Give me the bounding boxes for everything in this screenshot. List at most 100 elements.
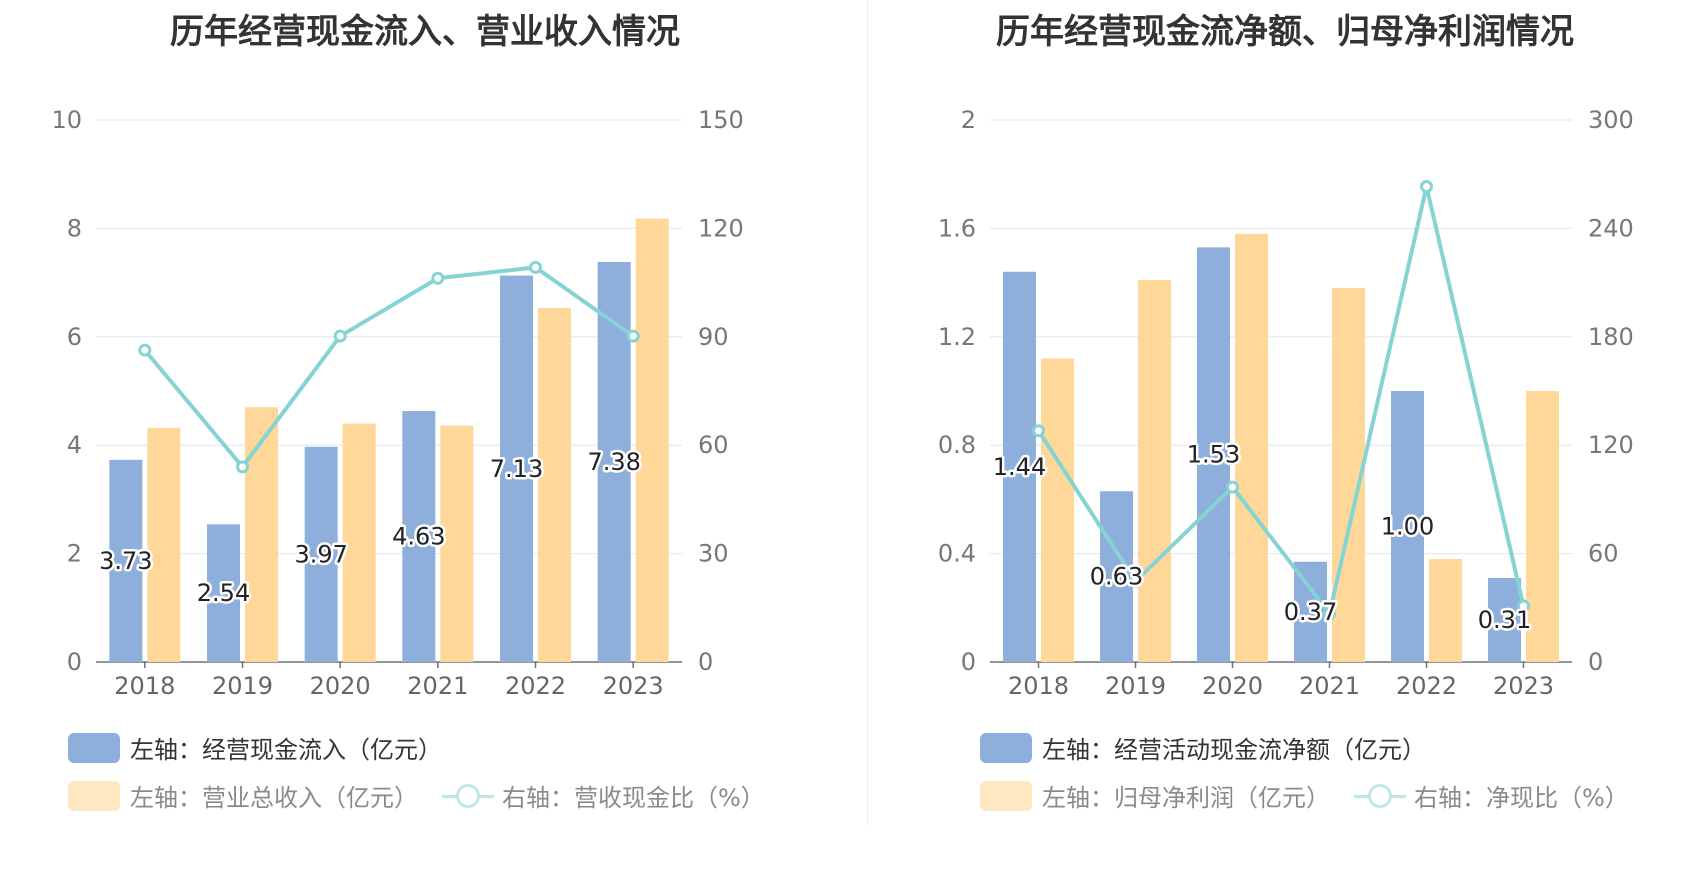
x-axis-tick-label: 2019	[212, 672, 273, 700]
x-axis-tick-label: 2020	[310, 672, 371, 700]
right-axis-tick-label: 90	[698, 323, 729, 351]
bar-primary	[1294, 561, 1327, 662]
left-axis-tick-label: 4	[67, 431, 82, 459]
bar-value-label: 0.63	[1090, 563, 1143, 591]
legend-swatch-bar-icon	[980, 732, 1032, 763]
left-axis-tick-label: 2	[961, 106, 976, 134]
ratio-point	[236, 460, 249, 474]
left-axis-tick-label: 6	[67, 323, 82, 351]
left-axis-tick-label: 0	[67, 648, 82, 676]
x-axis-tick-label: 2023	[1493, 672, 1554, 700]
left-axis-tick-label: 1.6	[938, 214, 976, 242]
bar-value-label: 7.38	[587, 448, 640, 476]
legend-label: 左轴：营业总收入（亿元）	[130, 784, 418, 812]
x-axis-tick-label: 2022	[1396, 672, 1457, 700]
legend-label: 右轴：营收现金比（%）	[502, 784, 765, 812]
bar-value-label: 0.31	[1478, 606, 1531, 634]
bar-value-label: 3.73	[99, 547, 152, 575]
ratio-point	[1420, 179, 1433, 193]
right-chart-panel: 历年经营现金流净额、归母净利润情况 0 0 0.4 60 0.8 120 1.2 180 1.6…	[850, 0, 1700, 874]
bar-primary	[304, 446, 338, 662]
bar-primary	[402, 411, 436, 662]
bar-secondary	[1138, 279, 1171, 662]
left-axis-tick-label: 0	[961, 648, 976, 676]
legend-item-net-cash-flow[interactable]: 左轴：经营活动现金流净额（亿元）	[980, 730, 1426, 765]
x-axis-tick-label: 2018	[1008, 672, 1069, 700]
legend-item-net-profit[interactable]: 左轴：归母净利润（亿元）	[980, 778, 1330, 813]
bar-secondary	[147, 427, 181, 662]
ratio-point	[1129, 574, 1142, 588]
legend-label: 左轴：经营活动现金流净额（亿元）	[1042, 736, 1426, 764]
legend-item-revenue[interactable]: 左轴：营业总收入（亿元）	[68, 778, 418, 813]
ratio-point	[138, 343, 152, 357]
x-axis-tick-label: 2019	[1105, 672, 1166, 700]
legend-swatch-line-icon	[442, 781, 494, 811]
legend-item-cash-inflow[interactable]: 左轴：经营现金流入（亿元）	[68, 730, 442, 765]
right-axis-tick-label: 0	[698, 648, 713, 676]
right-axis-tick-label: 60	[1588, 540, 1619, 568]
bar-primary	[207, 524, 240, 662]
chart-title: 历年经营现金流净额、归母净利润情况	[996, 12, 1574, 52]
bar-secondary	[1429, 559, 1462, 662]
x-axis-tick-label: 2018	[114, 672, 175, 700]
bar-secondary	[1526, 391, 1559, 662]
bar-value-label: 1.00	[1381, 513, 1434, 541]
bar-primary	[1197, 247, 1230, 662]
ratio-point	[1032, 424, 1045, 438]
bar-primary	[109, 459, 143, 662]
x-axis-tick-label: 2020	[1202, 672, 1263, 700]
right-axis-tick-label: 0	[1588, 648, 1603, 676]
bar-secondary	[342, 423, 376, 662]
left-chart-panel: 历年经营现金流入、营业收入情况 0 0 2 30 4 60 6 90 8 120 10 150 2018…	[51, 12, 765, 813]
bar-value-label: 1.53	[1187, 441, 1240, 469]
ratio-point	[1226, 480, 1239, 494]
legend-label: 左轴：归母净利润（亿元）	[1042, 784, 1330, 812]
chart-title: 历年经营现金流入、营业收入情况	[170, 12, 680, 52]
ratio-point	[333, 329, 347, 343]
bar-value-label: 4.63	[392, 523, 445, 551]
legend-label: 左轴：经营现金流入（亿元）	[130, 736, 442, 764]
bar-value-label: 1.44	[993, 453, 1046, 481]
bar-value-label: 7.13	[490, 455, 543, 483]
panel-divider	[867, 0, 868, 825]
bar-secondary	[245, 407, 278, 662]
legend-label: 右轴：净现比（%）	[1414, 784, 1629, 812]
bar-secondary	[635, 218, 669, 663]
legend-item-net-cash-ratio[interactable]: 右轴：净现比（%）	[1354, 778, 1629, 813]
bar-secondary	[1235, 233, 1268, 662]
right-axis-tick-label: 150	[698, 106, 744, 134]
bar-primary	[1488, 577, 1521, 662]
left-axis-tick-label: 0.4	[938, 540, 976, 568]
legend-swatch-bar-icon	[68, 732, 120, 763]
bar-primary	[1003, 271, 1036, 662]
bar-value-label: 0.37	[1284, 598, 1337, 626]
left-axis-tick-label: 1.2	[938, 323, 976, 351]
right-axis-tick-label: 120	[1588, 431, 1634, 459]
left-axis-tick-label: 8	[67, 214, 82, 242]
left-axis-tick-label: 10	[51, 106, 82, 134]
right-axis-tick-label: 240	[1588, 214, 1634, 242]
left-axis-tick-label: 2	[67, 540, 82, 568]
ratio-point	[431, 271, 445, 285]
bar-secondary	[440, 425, 474, 662]
legend-swatch-bar-icon	[68, 780, 120, 811]
ratio-point	[529, 260, 542, 274]
right-axis-tick-label: 120	[698, 214, 744, 242]
right-axis-tick-label: 30	[698, 540, 729, 568]
x-axis-tick-label: 2021	[1299, 672, 1360, 700]
ratio-point	[626, 329, 640, 343]
legend-item-revenue-cash-ratio[interactable]: 右轴：营收现金比（%）	[442, 778, 765, 813]
x-axis-tick-label: 2021	[407, 672, 468, 700]
bar-primary	[1100, 491, 1133, 662]
right-axis-tick-label: 180	[1588, 323, 1634, 351]
ratio-line	[143, 265, 635, 469]
cash-inflow-revenue-chart: 0 0 2 30 4 60 6 90 8 120 10 150 2018 2019 2020 2021 2022…	[51, 106, 744, 700]
bar-primary	[500, 275, 533, 662]
ratio-line	[1036, 184, 1526, 616]
right-axis-tick-label: 60	[698, 431, 729, 459]
bar-secondary	[1041, 358, 1074, 662]
legend-swatch-line-icon	[1354, 781, 1406, 811]
legend-swatch-bar-icon	[980, 780, 1032, 811]
ratio-point	[1323, 607, 1336, 621]
right-axis-tick-label: 300	[1588, 106, 1634, 134]
